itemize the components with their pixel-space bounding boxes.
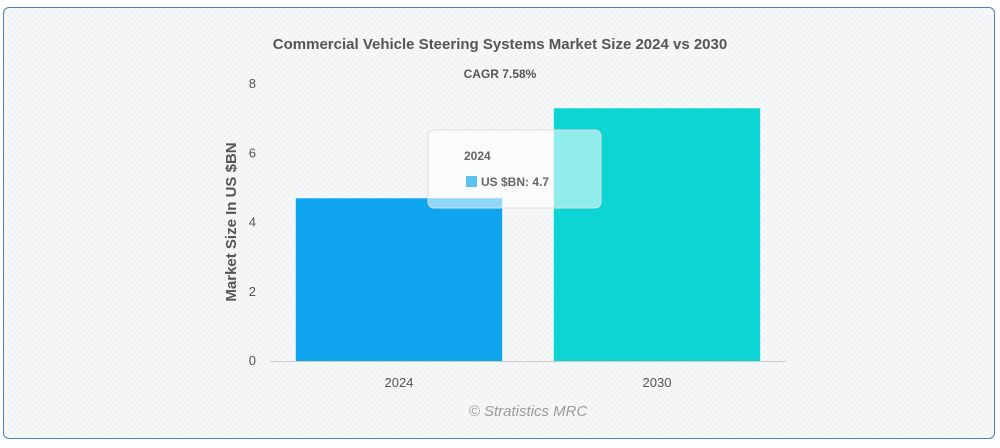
y-tick-label: 8 [249, 76, 256, 91]
bar-2024[interactable] [295, 198, 503, 361]
y-tick-label: 4 [249, 215, 256, 230]
x-tick-label: 2030 [643, 375, 672, 390]
x-axis-ticks: 2024 2030 [385, 375, 672, 390]
x-tick-label: 2024 [385, 375, 414, 390]
tooltip: 2024 US $BN: 4.7 [427, 129, 602, 209]
y-tick-label: 0 [249, 353, 256, 368]
chart-title: Commercial Vehicle Steering Systems Mark… [273, 36, 727, 53]
y-tick-label: 2 [249, 284, 256, 299]
credit-text: © Stratistics MRC [469, 403, 588, 420]
y-axis-label: Market Size In US $BN [223, 142, 240, 301]
y-tick-label: 6 [249, 145, 256, 160]
tooltip-value: US $BN: 4.7 [481, 175, 549, 189]
y-axis-ticks: 0 2 4 6 8 [249, 76, 256, 368]
chart-subtitle: CAGR 7.58% [464, 67, 537, 81]
tooltip-title: 2024 [464, 149, 491, 163]
tooltip-box [427, 129, 602, 209]
bars [295, 108, 761, 361]
tooltip-swatch [466, 176, 477, 187]
